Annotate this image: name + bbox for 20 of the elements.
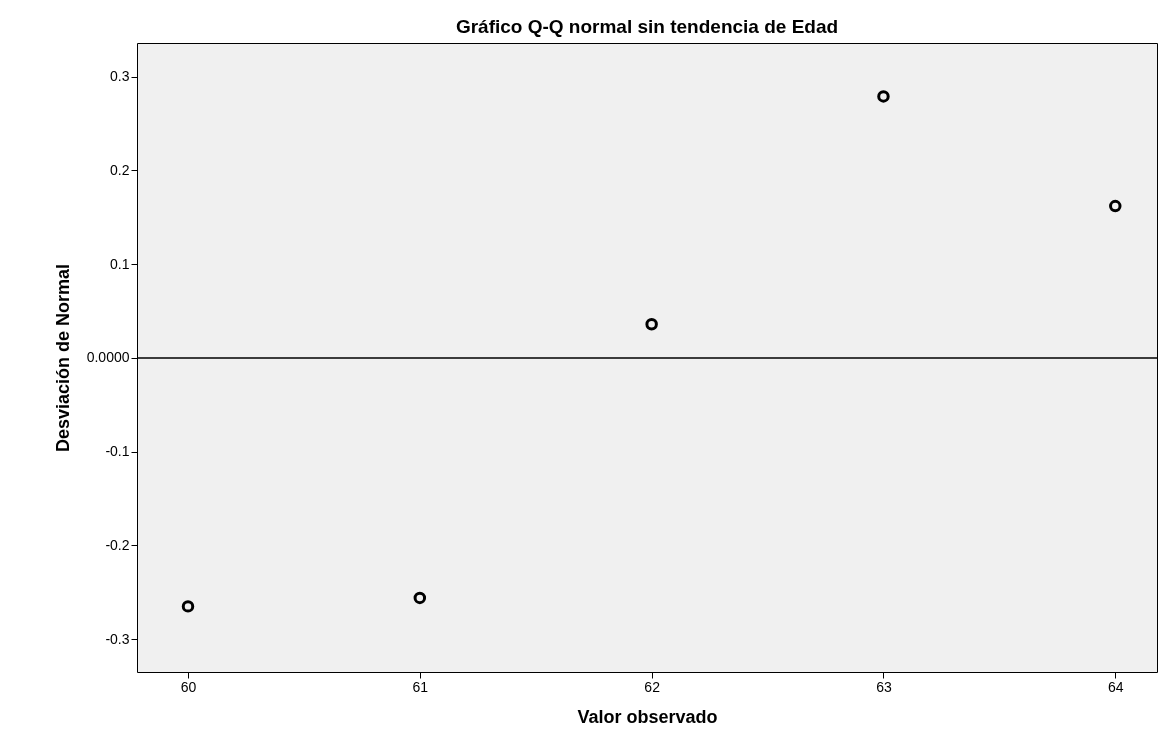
x-tick-label: 60 [180,678,197,695]
y-tick-label: 0.2 [110,161,130,178]
y-axis-title: Desviación de Normal [52,263,73,453]
x-tick-label: 62 [644,678,661,695]
y-tick-label: -0.3 [105,630,130,647]
point [181,600,195,613]
x-tick-label: 64 [1107,678,1124,695]
point [877,90,890,103]
x-axis-title: Valor observado [577,706,718,727]
y-tick-label: -0.2 [105,536,130,553]
x-tick-label: 63 [876,678,892,695]
y-tick-label: 0.3 [110,68,130,85]
x-tick-label: 61 [412,678,429,695]
chart-title: Gráfico Q-Q normal sin tendencia de Edad [455,16,839,37]
point [1109,199,1122,213]
y-tick-label: -0.1 [105,443,130,460]
y-tick-label: 0.1 [110,255,130,272]
point [645,317,658,331]
point [413,591,427,605]
y-tick-label: 0.0000 [86,349,130,366]
